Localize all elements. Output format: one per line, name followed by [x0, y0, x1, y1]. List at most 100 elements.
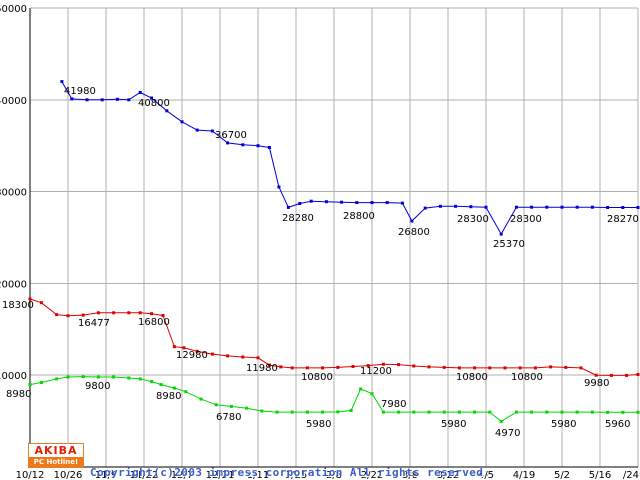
x-axis-tick-label: 1/25 — [285, 470, 307, 480]
price-line-blue-point — [636, 206, 640, 209]
price-line-red-point — [625, 373, 629, 377]
price-line-red-point — [210, 352, 214, 356]
price-line-blue-point — [286, 205, 290, 209]
price-line-blue-point — [180, 120, 184, 124]
akiba-logo: AKIBA PC Hotline! — [28, 443, 84, 468]
red-value-label: 9980 — [584, 378, 609, 389]
price-line-red-point — [161, 314, 165, 317]
blue-value-label: 28300 — [510, 214, 542, 225]
price-line-green-point — [229, 404, 233, 408]
price-line-green-point — [621, 410, 625, 414]
price-line-blue-point — [324, 200, 328, 204]
price-line-green-point — [39, 381, 43, 384]
price-line-green-point — [349, 409, 353, 412]
price-line-red-point — [549, 365, 553, 369]
red-value-label: 16477 — [78, 318, 110, 329]
price-line-blue-point — [70, 97, 74, 101]
price-line-blue-point — [385, 201, 389, 205]
price-line-blue-point — [226, 141, 230, 145]
price-line-red-point — [290, 366, 294, 370]
y-axis-tick-label: 20000 — [0, 279, 27, 290]
price-line-green-point — [473, 410, 477, 414]
price-line-red-point — [112, 311, 116, 315]
price-line-blue-point — [355, 201, 359, 205]
red-value-label: 11980 — [246, 363, 278, 374]
price-line-green-point — [112, 375, 116, 379]
price-line-blue-point — [469, 205, 473, 209]
red-value-label: 18300 — [2, 300, 34, 311]
price-line-red-point — [442, 365, 446, 369]
price-line-green-point — [427, 410, 431, 414]
price-line-red-point — [256, 356, 260, 360]
red-value-label: 10800 — [456, 372, 488, 383]
x-axis-tick-label: 1/11 — [247, 470, 269, 480]
price-line-blue-point — [530, 205, 534, 209]
x-axis-tick-label: 4/19 — [513, 470, 535, 480]
x-axis-tick-label: 3/8 — [402, 470, 418, 480]
price-line-green-point — [636, 410, 640, 414]
red-value-label: 11200 — [360, 366, 392, 377]
price-line-blue-point — [606, 206, 610, 209]
price-line-red-point — [351, 365, 355, 368]
x-axis-tick-label: /24 — [623, 470, 639, 480]
price-line-green-point — [127, 376, 131, 380]
price-line-green-point — [275, 410, 279, 414]
price-line-red-point — [564, 365, 568, 369]
price-line-green-point — [370, 392, 374, 396]
price-line-red-point — [412, 364, 416, 368]
price-line-red-point — [579, 366, 583, 370]
price-line-blue-point — [410, 219, 414, 223]
y-axis-tick-label: 40000 — [0, 96, 27, 107]
blue-value-label: 41980 — [64, 86, 96, 97]
x-axis-tick-label: 12/7 — [171, 470, 193, 480]
copyright-line: Copyright(c)2003 impress corporation All… — [90, 466, 491, 479]
price-line-blue-point — [241, 143, 245, 147]
price-line-red-point — [28, 297, 32, 301]
green-value-label: 7980 — [381, 399, 406, 410]
price-line-blue-point — [267, 146, 271, 149]
price-line-green-point — [606, 410, 610, 414]
price-line-blue-point — [400, 201, 404, 205]
price-line-green-point — [260, 409, 264, 413]
price-line-red-point — [366, 364, 370, 368]
x-axis-tick-label: 5/16 — [589, 470, 611, 480]
price-line-red-point — [397, 363, 401, 367]
red-value-label: 10800 — [511, 372, 543, 383]
green-value-label: 5980 — [441, 419, 466, 430]
green-value-label: 6780 — [216, 412, 241, 423]
price-line-blue-point — [195, 128, 199, 132]
price-line-red-point — [488, 366, 492, 370]
price-line-red-point — [66, 314, 70, 318]
price-line-blue-point — [621, 206, 625, 209]
price-line-red-point — [81, 313, 85, 317]
price-line-red-point — [609, 373, 613, 377]
price-line-blue-point — [438, 204, 442, 208]
price-line-red-point — [305, 366, 309, 370]
price-line-green-point — [530, 410, 534, 414]
price-line-green-point — [321, 410, 325, 414]
price-line-blue-point — [499, 232, 503, 236]
price-line-blue-point — [60, 80, 64, 84]
x-axis-tick-label: 4/5 — [478, 470, 494, 480]
price-line-blue-point — [85, 98, 89, 102]
price-line-blue-point — [340, 200, 344, 204]
price-line-red-point — [427, 365, 431, 369]
price-line-green-point — [514, 410, 518, 414]
red-value-label: 12980 — [176, 350, 208, 361]
price-line-green-point — [336, 410, 340, 414]
price-line-red-point — [96, 311, 100, 315]
green-value-label: 5980 — [551, 419, 576, 430]
x-axis-tick-label: 11/22 — [130, 470, 159, 480]
price-line-red-point — [279, 365, 283, 369]
red-value-label: 10800 — [301, 372, 333, 383]
price-line-green-point — [359, 387, 363, 391]
akiba-logo-subtitle: PC Hotline! — [29, 457, 83, 467]
price-line-red-point — [321, 366, 325, 370]
price-line-green-point — [96, 375, 100, 379]
price-line-green-point — [290, 410, 294, 414]
price-line-green-point — [172, 386, 176, 390]
price-line-blue-point — [138, 91, 142, 94]
x-axis-tick-label: 5/2 — [554, 470, 570, 480]
price-line-blue-point — [298, 202, 302, 205]
